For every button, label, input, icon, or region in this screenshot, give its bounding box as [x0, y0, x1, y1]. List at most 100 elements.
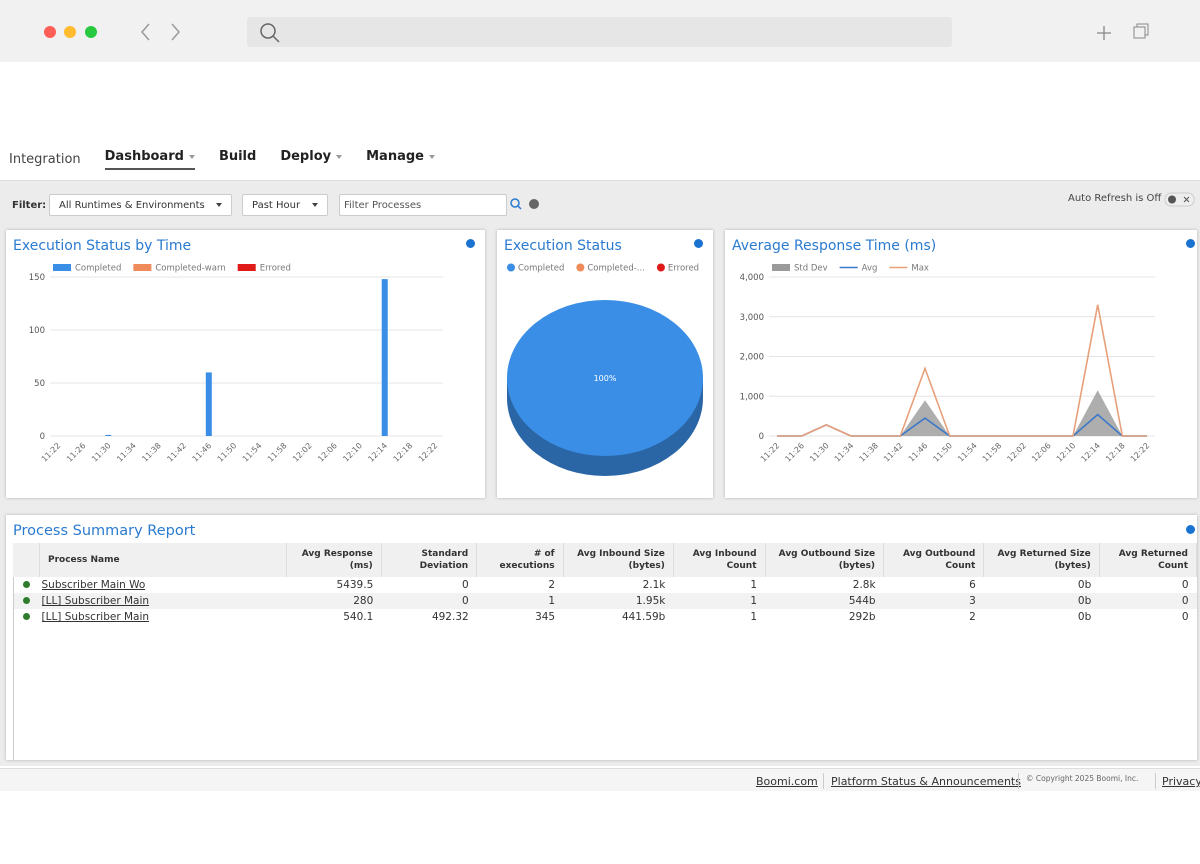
- caret: [336, 155, 342, 159]
- nav-item[interactable]: Deploy: [280, 149, 342, 170]
- cell: 1: [673, 593, 765, 609]
- chart: Execution Status by TimeCompletedComplet…: [6, 230, 485, 498]
- nav-item[interactable]: Build: [219, 149, 256, 170]
- cell: 2.8k: [765, 577, 884, 593]
- chart-title: Execution Status: [504, 238, 622, 254]
- process-link[interactable]: [LL] Subscriber Main: [42, 595, 150, 607]
- status-header: [13, 543, 40, 577]
- close-dot[interactable]: [44, 26, 56, 38]
- x-tick-label: 11:58: [266, 441, 289, 464]
- info-icon[interactable]: [466, 239, 475, 248]
- column-header: Process Name: [40, 543, 287, 577]
- table-border: [13, 577, 14, 760]
- nav-arrows[interactable]: [136, 20, 186, 44]
- x-tick-label: 11:30: [90, 441, 113, 464]
- cell: 2: [884, 609, 984, 625]
- legend-swatch: [53, 264, 71, 271]
- column-header: Avg Response (ms): [287, 543, 382, 577]
- cell: 0: [381, 593, 476, 609]
- address-bar[interactable]: [247, 17, 952, 47]
- x-tick-label: 12:02: [1005, 441, 1028, 464]
- search-buttons[interactable]: [508, 196, 544, 214]
- nav-item[interactable]: Manage: [366, 149, 435, 170]
- process-link[interactable]: [LL] Subscriber Main: [42, 611, 150, 623]
- footer-link[interactable]: Boomi.com: [756, 775, 818, 788]
- cell: 345: [477, 609, 563, 625]
- minimize-dot[interactable]: [64, 26, 76, 38]
- status-cell: [13, 609, 40, 625]
- area: [777, 390, 1147, 436]
- x-tick-label: 11:30: [808, 441, 831, 464]
- chart: Execution StatusCompletedCompleted-...Er…: [497, 230, 713, 498]
- cell: 0: [1099, 593, 1196, 609]
- value-label: 100%: [594, 374, 617, 383]
- cell: 5439.5: [287, 577, 382, 593]
- y-tick-label: 4,000: [740, 273, 764, 283]
- y-tick-label: 0: [40, 432, 45, 442]
- runtime-select[interactable]: All Runtimes & Environments: [49, 194, 232, 216]
- legend-swatch: [576, 264, 584, 272]
- status-dot: [23, 613, 30, 620]
- x-tick-label: 11:54: [956, 441, 979, 464]
- search-input[interactable]: Filter Processes: [339, 194, 507, 216]
- column-header: Avg Inbound Size (bytes): [563, 543, 673, 577]
- legend-label: Errored: [260, 264, 291, 274]
- legend-label: Completed: [75, 264, 121, 274]
- chart: Average Response Time (ms)Std DevAvgMax0…: [725, 230, 1197, 498]
- y-tick-label: 1,000: [740, 392, 764, 402]
- process-link[interactable]: Subscriber Main Wo: [42, 579, 146, 591]
- footer: Boomi.com Platform Status & Announcement…: [0, 768, 1200, 791]
- x-tick-label: 11:50: [931, 441, 954, 464]
- legend-swatch: [657, 264, 665, 272]
- column-header: Avg Inbound Count: [673, 543, 765, 577]
- tab-buttons[interactable]: [1094, 22, 1154, 42]
- header-row: Process NameAvg Response (ms)Standard De…: [13, 543, 1197, 577]
- column-header: Avg Returned Count: [1099, 543, 1196, 577]
- auto-refresh-toggle[interactable]: [1164, 192, 1196, 208]
- x-tick-label: 11:38: [857, 441, 880, 464]
- cell: 0: [1099, 609, 1196, 625]
- main-nav: IntegrationDashboardBuildDeployManage: [9, 149, 435, 170]
- legend-swatch: [772, 264, 790, 271]
- nav-label: Manage: [366, 149, 424, 164]
- column-header: Avg Returned Size (bytes): [984, 543, 1099, 577]
- status-dot: [23, 597, 30, 604]
- bar: [382, 279, 388, 436]
- nav-label: Dashboard: [105, 149, 184, 164]
- search-icon: [259, 22, 281, 44]
- table-row: Subscriber Main Wo5439.5022.1k12.8k60b0: [13, 577, 1197, 593]
- nav-item[interactable]: Dashboard: [105, 149, 195, 170]
- status-cell: [13, 593, 40, 609]
- legend-label: Completed: [518, 264, 564, 274]
- column-header: Avg Outbound Count: [884, 543, 984, 577]
- info-icon[interactable]: [694, 239, 703, 248]
- maximize-dot[interactable]: [85, 26, 97, 38]
- legend-label: Errored: [668, 264, 699, 274]
- cell: 1: [673, 577, 765, 593]
- cell: 6: [884, 577, 984, 593]
- status-dot: [23, 581, 30, 588]
- info-icon[interactable]: [1186, 525, 1195, 534]
- panel: Average Response Time (ms)Std DevAvgMax0…: [725, 230, 1197, 498]
- cell: 0: [1099, 577, 1196, 593]
- x-tick-label: 11:54: [241, 441, 264, 464]
- x-tick-label: 12:22: [1129, 441, 1152, 464]
- cell: 441.59b: [563, 609, 673, 625]
- x-tick-label: 12:06: [1030, 441, 1053, 464]
- period-select[interactable]: Past Hour: [242, 194, 328, 216]
- footer-link[interactable]: Platform Status & Announcements: [831, 775, 1021, 788]
- placeholder: Filter Processes: [344, 200, 421, 211]
- legend-swatch: [507, 264, 515, 272]
- select-text: All Runtimes & Environments: [59, 200, 205, 211]
- cell: 544b: [765, 593, 884, 609]
- legend-label: Avg: [862, 264, 878, 274]
- y-tick-label: 2,000: [740, 353, 764, 363]
- separator: [823, 773, 824, 789]
- copyright: © Copyright 2025 Boomi, Inc.: [1026, 774, 1138, 783]
- caret: [429, 155, 435, 159]
- y-tick-label: 50: [34, 379, 45, 389]
- cell: 0: [381, 577, 476, 593]
- info-icon[interactable]: [1186, 239, 1195, 248]
- privacy-link[interactable]: Privacy: [1162, 775, 1200, 788]
